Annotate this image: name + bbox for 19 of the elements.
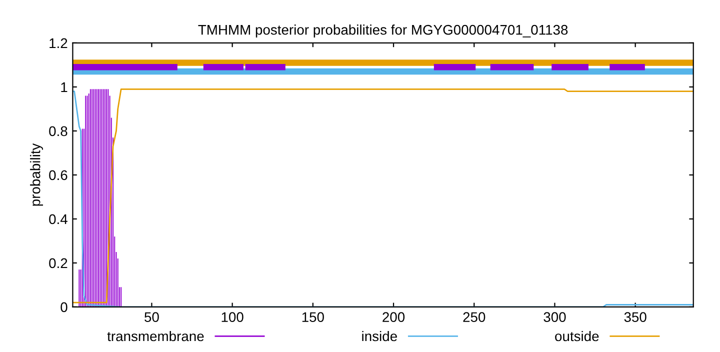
x-tick-label: 150 bbox=[302, 312, 324, 322]
x-tick-label: 50 bbox=[144, 312, 159, 322]
x-tick-label: 350 bbox=[624, 312, 646, 322]
y-tick-label: 1 bbox=[61, 82, 68, 92]
y-tick-label: 0.8 bbox=[49, 126, 68, 136]
y-tick-label: 0.2 bbox=[49, 258, 68, 268]
y-axis-title: probability bbox=[30, 143, 43, 206]
y-tick-label: 1.2 bbox=[50, 38, 68, 48]
x-tick-label: 200 bbox=[382, 312, 405, 322]
y-tick-label: 0 bbox=[60, 302, 68, 312]
y-tick-label: 0.4 bbox=[49, 214, 68, 224]
legend-label: outside bbox=[555, 330, 599, 342]
x-tick-label: 250 bbox=[463, 312, 486, 322]
legend-label: inside bbox=[362, 330, 397, 342]
legend-label: transmembrane bbox=[107, 330, 204, 342]
x-tick-label: 300 bbox=[544, 312, 566, 322]
y-tick-label: 0.6 bbox=[49, 170, 68, 180]
chart-title: TMHMM posterior probabilities for MGYG000004701_01138 bbox=[198, 24, 568, 38]
x-tick-label: 100 bbox=[222, 312, 244, 322]
